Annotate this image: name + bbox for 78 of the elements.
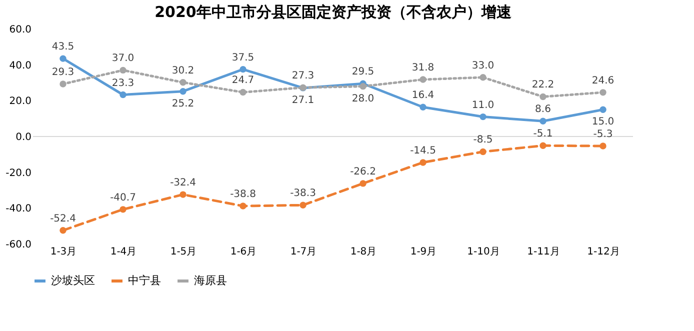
chart-title: 2020年中卫市分县区固定资产投资（不含农户）增速 [154, 3, 512, 21]
point [480, 113, 486, 120]
data-label: -38.3 [290, 188, 316, 200]
point [600, 89, 606, 96]
y-tick-label: 40.0 [9, 60, 32, 72]
point [240, 66, 246, 73]
point [540, 142, 546, 149]
y-tick-label: 20.0 [9, 96, 32, 108]
data-label: -8.5 [473, 134, 493, 146]
point [120, 91, 126, 98]
data-label: 29.3 [52, 67, 74, 78]
data-label: 24.7 [232, 75, 254, 86]
y-tick-label: 60.0 [9, 24, 32, 36]
point [360, 180, 366, 187]
data-label: -32.4 [170, 178, 196, 189]
data-label: 23.3 [112, 78, 134, 89]
data-label: 22.2 [532, 80, 554, 91]
data-label: 37.5 [232, 52, 254, 64]
data-label: 31.8 [412, 62, 434, 74]
data-label: 27.1 [292, 94, 314, 106]
data-label: -40.7 [110, 192, 136, 204]
data-label: 43.5 [52, 42, 74, 53]
point [480, 148, 486, 156]
x-tick-label: 1-3月 [50, 246, 77, 258]
point [60, 55, 66, 62]
y-tick-label: -20.0 [6, 168, 32, 179]
point [540, 93, 546, 100]
point [600, 106, 606, 113]
x-tick-label: 1-12月 [587, 246, 620, 258]
data-label: 24.6 [592, 75, 614, 86]
point [480, 74, 486, 81]
data-label: -52.4 [50, 213, 76, 224]
data-label: 16.4 [412, 90, 434, 102]
point [120, 66, 126, 74]
point [600, 142, 606, 150]
data-label: 25.2 [172, 98, 194, 110]
point [240, 202, 246, 210]
point [360, 82, 366, 90]
legend-label: 沙坡头区 [51, 274, 95, 287]
point [180, 79, 186, 86]
x-tick-label: 1-4月 [110, 246, 137, 258]
point [180, 88, 186, 95]
data-label: -14.5 [410, 145, 436, 156]
data-label: -5.1 [533, 128, 553, 140]
point [120, 206, 126, 213]
point [420, 159, 426, 166]
point [60, 227, 66, 234]
data-label: 37.0 [112, 53, 134, 64]
data-label: -26.2 [350, 166, 376, 178]
data-label: 15.0 [592, 116, 614, 128]
point [180, 191, 186, 198]
data-label: 8.6 [535, 104, 551, 116]
y-tick-label: 0.0 [16, 132, 32, 143]
point [420, 76, 426, 83]
x-tick-label: 1-11月 [527, 246, 560, 258]
data-label: 33.0 [472, 60, 494, 72]
point [300, 202, 306, 208]
point [240, 88, 246, 96]
data-label: -5.3 [593, 128, 613, 140]
point [420, 104, 426, 110]
y-tick-label: -60.0 [6, 240, 32, 250]
legend-label: 海原县 [194, 274, 227, 287]
legend-label: 中宁县 [128, 274, 161, 287]
data-label: 28.0 [352, 93, 374, 104]
data-label: -38.8 [230, 189, 256, 200]
x-tick-label: 1-7月 [290, 246, 317, 258]
point [540, 118, 546, 124]
data-label: 29.5 [352, 66, 374, 78]
x-tick-label: 1-6月 [230, 246, 257, 258]
data-label: 27.3 [292, 70, 314, 82]
y-tick-label: -40.0 [6, 204, 32, 215]
data-label: 11.0 [472, 100, 494, 111]
x-tick-label: 1-10月 [467, 246, 500, 258]
point [60, 80, 66, 88]
x-tick-label: 1-5月 [170, 246, 197, 258]
x-tick-label: 1-8月 [350, 246, 377, 258]
x-tick-label: 1-9月 [410, 246, 437, 258]
data-label: 30.2 [172, 65, 194, 76]
